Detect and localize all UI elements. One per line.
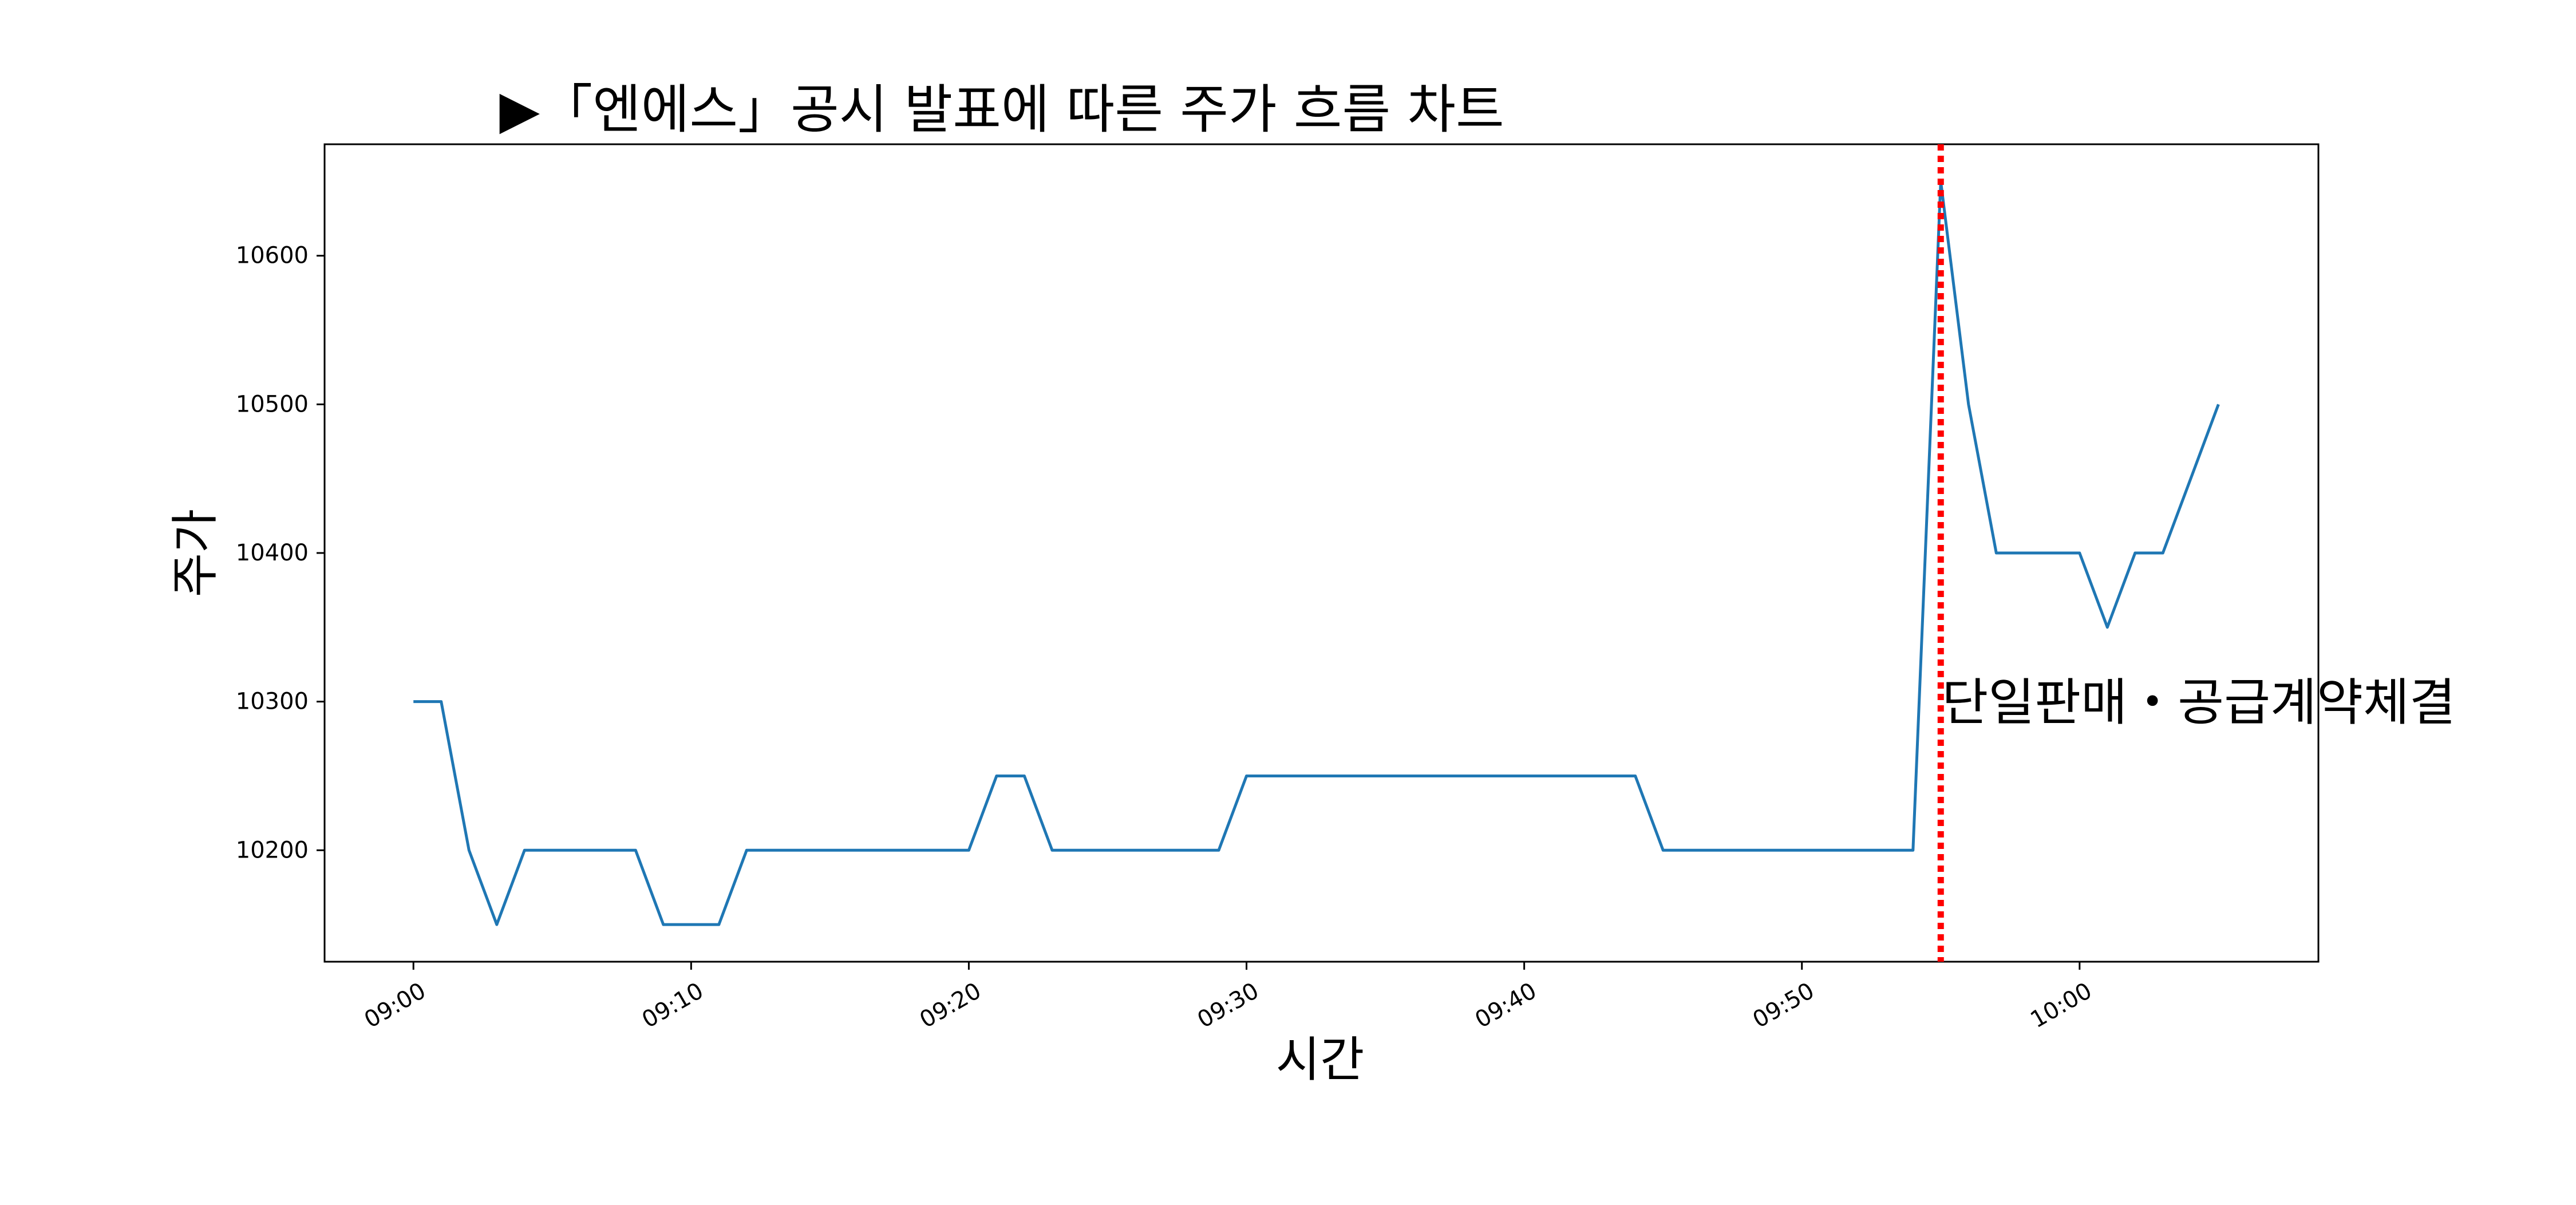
chart-title: ▶「엔에스」공시 발표에 따른 주가 흐름 차트 — [499, 79, 1504, 140]
y-tick-label: 10600 — [236, 243, 309, 269]
y-tick-label: 10200 — [236, 837, 309, 863]
y-axis-label: 주가 — [167, 509, 223, 598]
event-annotation: 단일판매・공급계약체결 — [1942, 673, 2456, 732]
y-tick-label: 10500 — [236, 391, 309, 417]
x-axis-label: 시간 — [1276, 1032, 1365, 1088]
y-tick-label: 10400 — [236, 540, 309, 566]
y-tick-label: 10300 — [236, 689, 309, 715]
